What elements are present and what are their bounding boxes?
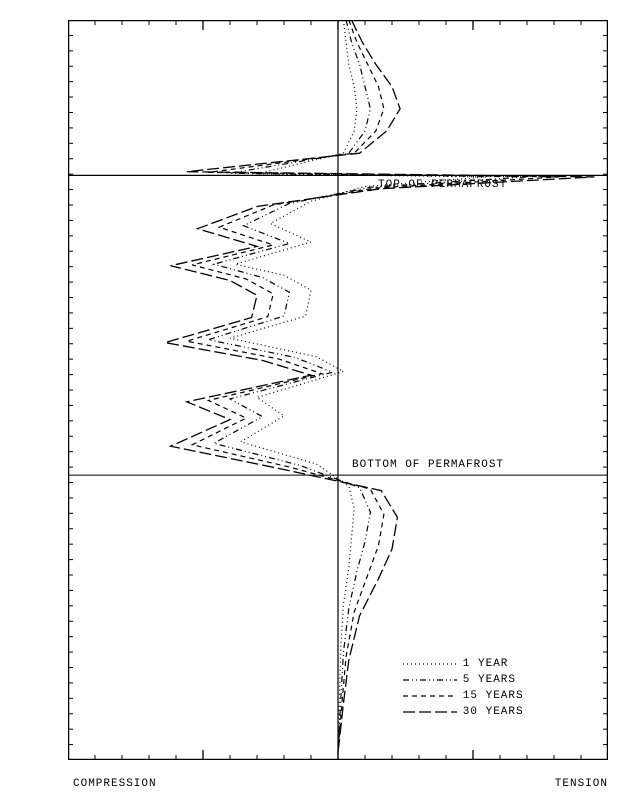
legend-label: 1 YEAR <box>463 658 509 670</box>
legend-item: 15 YEARS <box>403 688 524 704</box>
x-axis-compression-label: COMPRESSION <box>73 778 157 790</box>
legend-item: 5 YEARS <box>403 672 524 688</box>
legend-swatch <box>403 656 457 672</box>
top-permafrost-label: TOP OF PERMAFROST <box>378 179 507 191</box>
plot-area <box>68 20 608 760</box>
legend-swatch <box>403 688 457 704</box>
series-30-years <box>165 20 594 753</box>
legend-item: 30 YEARS <box>403 704 524 720</box>
legend-swatch <box>403 672 457 688</box>
legend-label: 15 YEARS <box>463 690 524 702</box>
chart-container: COMPRESSION TENSION TOP OF PERMAFROST BO… <box>0 0 620 800</box>
legend: 1 YEAR 5 YEARS 15 YEARS 30 YEARS <box>403 656 524 720</box>
legend-label: 30 YEARS <box>463 706 524 718</box>
bottom-permafrost-label: BOTTOM OF PERMAFROST <box>352 459 504 471</box>
x-axis-tension-label: TENSION <box>555 778 608 790</box>
legend-label: 5 YEARS <box>463 674 516 686</box>
plot-svg <box>68 20 608 760</box>
series-15-years <box>187 20 560 753</box>
legend-swatch <box>403 704 457 720</box>
legend-item: 1 YEAR <box>403 656 524 672</box>
